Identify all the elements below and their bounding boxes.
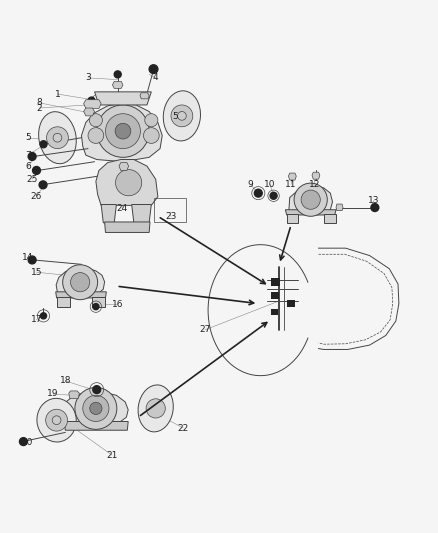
Polygon shape [289, 185, 332, 215]
Polygon shape [92, 297, 106, 306]
Ellipse shape [138, 385, 173, 432]
Text: 18: 18 [60, 376, 71, 385]
Circle shape [93, 304, 99, 310]
Circle shape [52, 416, 61, 425]
Circle shape [40, 141, 47, 148]
Circle shape [32, 166, 40, 174]
Polygon shape [336, 204, 343, 211]
Bar [287, 300, 295, 306]
Text: 21: 21 [106, 450, 118, 459]
Text: 17: 17 [31, 315, 42, 324]
Text: 26: 26 [31, 192, 42, 201]
Polygon shape [56, 268, 105, 297]
Polygon shape [140, 93, 149, 99]
Circle shape [40, 313, 46, 319]
Circle shape [19, 438, 27, 446]
Circle shape [89, 114, 102, 127]
Text: 5: 5 [173, 112, 178, 121]
Text: 3: 3 [85, 74, 91, 83]
Circle shape [254, 189, 262, 197]
Circle shape [90, 402, 102, 415]
Bar [271, 292, 279, 299]
Ellipse shape [37, 398, 76, 442]
Polygon shape [312, 172, 320, 179]
Polygon shape [101, 205, 117, 223]
Polygon shape [324, 214, 336, 223]
Text: 13: 13 [368, 196, 380, 205]
Text: 11: 11 [285, 180, 297, 189]
Polygon shape [288, 173, 296, 180]
Circle shape [39, 181, 47, 189]
Text: 23: 23 [165, 212, 177, 221]
Text: 27: 27 [199, 325, 211, 334]
Circle shape [97, 105, 149, 157]
Polygon shape [64, 422, 128, 430]
Polygon shape [69, 391, 79, 398]
Circle shape [106, 114, 141, 149]
Polygon shape [119, 163, 129, 171]
Text: 22: 22 [177, 424, 189, 433]
Polygon shape [286, 210, 336, 215]
Text: 6: 6 [25, 163, 31, 172]
Bar [271, 309, 279, 316]
Text: 5: 5 [25, 133, 31, 142]
Text: 25: 25 [26, 175, 38, 184]
Circle shape [371, 204, 379, 212]
Text: 8: 8 [36, 98, 42, 107]
Polygon shape [287, 214, 297, 223]
Text: 10: 10 [265, 180, 276, 189]
Text: 12: 12 [308, 180, 320, 189]
Text: 15: 15 [31, 268, 42, 277]
Polygon shape [64, 392, 128, 426]
Circle shape [88, 97, 95, 104]
Text: 7: 7 [25, 151, 31, 160]
Circle shape [115, 123, 131, 139]
Circle shape [28, 152, 36, 160]
Circle shape [46, 127, 68, 149]
Circle shape [28, 256, 36, 264]
Circle shape [53, 133, 62, 142]
Ellipse shape [39, 112, 76, 164]
Polygon shape [84, 100, 101, 108]
Text: 1: 1 [55, 90, 60, 99]
Bar [153, 198, 186, 222]
Polygon shape [105, 222, 150, 232]
Circle shape [149, 65, 158, 74]
Circle shape [301, 190, 320, 209]
Circle shape [171, 105, 193, 127]
Polygon shape [84, 108, 95, 116]
Circle shape [46, 409, 67, 431]
Circle shape [145, 114, 158, 127]
Polygon shape [132, 205, 151, 223]
Polygon shape [113, 82, 123, 88]
Polygon shape [96, 159, 158, 205]
Polygon shape [57, 297, 70, 306]
Ellipse shape [163, 91, 201, 141]
Circle shape [116, 169, 142, 196]
Circle shape [63, 265, 98, 300]
Circle shape [71, 272, 90, 292]
Circle shape [114, 71, 121, 78]
Circle shape [270, 192, 277, 199]
Polygon shape [56, 292, 106, 298]
Circle shape [294, 183, 327, 216]
Circle shape [83, 395, 109, 422]
Text: 14: 14 [22, 253, 33, 262]
Text: 24: 24 [117, 204, 128, 213]
Text: 16: 16 [112, 301, 124, 310]
Circle shape [93, 386, 101, 393]
Text: 4: 4 [153, 74, 159, 83]
Circle shape [88, 128, 104, 143]
Circle shape [177, 111, 186, 120]
Polygon shape [81, 103, 162, 161]
Text: 9: 9 [247, 180, 253, 189]
Text: 20: 20 [21, 438, 32, 447]
Text: 2: 2 [36, 103, 42, 112]
Text: 19: 19 [47, 390, 59, 399]
Circle shape [144, 128, 159, 143]
Polygon shape [95, 92, 151, 105]
Bar [271, 278, 280, 286]
Circle shape [75, 387, 117, 430]
Circle shape [146, 399, 165, 418]
